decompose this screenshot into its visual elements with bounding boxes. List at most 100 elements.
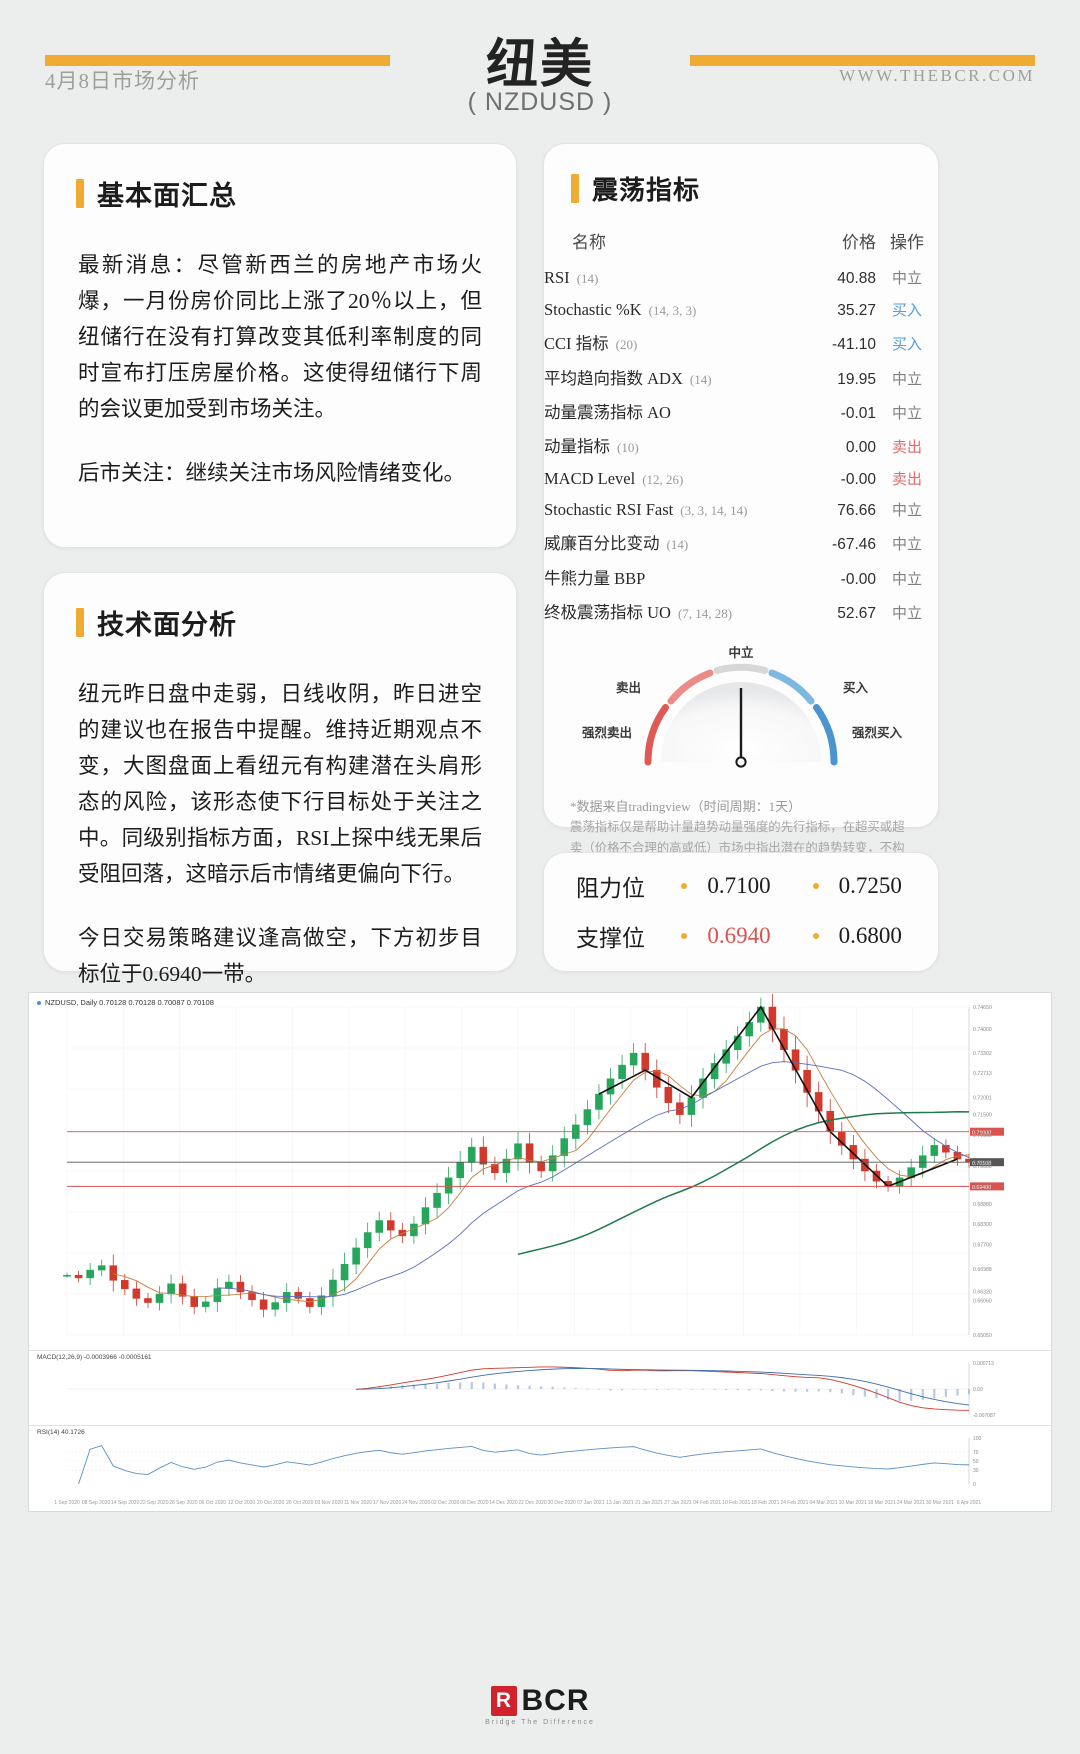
column-header-price: 价格 — [842, 233, 876, 253]
indicator-name: 平均趋向指数 ADX (14) — [544, 368, 712, 388]
svg-text:0.74650: 0.74650 — [973, 1005, 992, 1011]
logo-mark-icon: R — [490, 1686, 517, 1716]
svg-text:0.72001: 0.72001 — [973, 1096, 992, 1102]
svg-text:27 Jan 2021: 27 Jan 2021 — [664, 1500, 692, 1506]
indicator-name: RSI (14) — [544, 268, 599, 288]
rsi-svg: 100 70 50 30 0 — [67, 1436, 982, 1488]
indicator-value: 0.00 — [845, 439, 876, 457]
svg-text:06 Oct 2020: 06 Oct 2020 — [199, 1500, 226, 1506]
price-chart-panel[interactable]: NZDUSD, Daily 0.70128 0.70128 0.70087 0.… — [28, 992, 1053, 1512]
indicator-action-badge: 买入 — [891, 302, 922, 319]
gauge-label-strong-buy: 强烈买入 — [851, 726, 902, 741]
svg-text:0.71000: 0.71000 — [972, 1130, 991, 1136]
indicator-name: Stochastic RSI Fast (3, 3, 14, 14) — [544, 500, 748, 519]
technical-analysis-card: 技术面分析 纽元昨日盘中走弱，日线收阴，昨日进空的建议也在报告中提醒。维持近期观… — [43, 572, 517, 986]
indicator-value: 76.66 — [837, 502, 876, 519]
chart-rsi-pane[interactable]: RSI(14) 40.1726 100 70 50 30 0 — [29, 1425, 1053, 1491]
indicator-value: -41.10 — [832, 336, 876, 354]
svg-text:0.69400: 0.69400 — [973, 1184, 992, 1190]
svg-text:08 Sep 2020: 08 Sep 2020 — [82, 1500, 111, 1506]
svg-text:0.71500: 0.71500 — [973, 1113, 992, 1119]
header-website: WWW.THEBCR.COM — [839, 66, 1035, 85]
logo-tagline: Bridge The Difference — [485, 1719, 595, 1726]
support-value-2: 0.6800 — [838, 923, 902, 948]
oscillator-card-title: 震荡指标 — [571, 170, 938, 207]
fundamental-summary-card: 基本面汇总 最新消息：尽管新西兰的房地产市场火爆，一月份房价同比上涨了20％以上… — [43, 143, 517, 548]
title-accent-bar — [76, 179, 84, 208]
indicator-params: (14, 3, 3) — [648, 302, 697, 318]
title-accent-bar — [571, 174, 579, 203]
svg-text:30 Dec 2020: 30 Dec 2020 — [547, 1500, 576, 1506]
header-rule-left — [45, 55, 390, 66]
gauge-arc-strong-sell — [644, 704, 669, 766]
table-header-row: 名称 价格 操作 — [544, 223, 938, 262]
disclaimer-source: *数据来自tradingview（时间周期：1天） — [570, 799, 802, 815]
macd-header: MACD(12,26,9) -0.0003966 -0.0005161 — [37, 1354, 152, 1361]
svg-text:0.70108: 0.70108 — [972, 1161, 991, 1167]
indicator-action-badge: 中立 — [891, 405, 922, 422]
svg-text:0.70900: 0.70900 — [973, 1133, 992, 1139]
table-row: CCI 指标 (20) -41.10 买入 — [544, 325, 938, 359]
bullet-dot-icon — [681, 883, 688, 889]
indicator-params: (14) — [576, 271, 599, 287]
footer-logo: R BCR Bridge The Difference — [0, 1684, 1080, 1726]
page-subtitle: ( NZDUSD ) — [467, 88, 613, 116]
chart-macd-pane[interactable]: MACD(12,26,9) -0.0003966 -0.0005161 0.00… — [29, 1350, 1053, 1423]
indicator-value: 52.67 — [837, 605, 876, 623]
svg-text:08 Dec 2020: 08 Dec 2020 — [460, 1500, 489, 1506]
chart-main-pane[interactable]: 0.71000 0.70108 0.69400 0.74650 0.74000 0.733… — [29, 993, 1053, 1348]
technical-card-title: 技术面分析 — [76, 603, 516, 642]
svg-text:0.73302: 0.73302 — [973, 1051, 992, 1057]
table-row: Stochastic RSI Fast (3, 3, 14, 14) 76.66 中立 — [544, 494, 938, 525]
svg-text:07 Jan 2021: 07 Jan 2021 — [577, 1500, 605, 1506]
chart-x-axis: 1 Sep 2020 08 Sep 2020 14 Sep 2020 22 Sep 2… — [29, 1495, 1053, 1509]
indicator-action-badge: 中立 — [891, 271, 922, 288]
svg-text:0.000713: 0.000713 — [973, 1361, 994, 1367]
bullet-dot-icon — [681, 933, 688, 939]
svg-text:100: 100 — [973, 1436, 982, 1442]
svg-text:0.70108: 0.70108 — [973, 1160, 992, 1166]
gauge-label-buy: 买入 — [842, 681, 868, 696]
svg-text:0.71000: 0.71000 — [973, 1130, 992, 1136]
key-levels-card: 阻力位 0.7100 0.7250 支撑位 0.6940 0.6800 — [543, 852, 939, 972]
chart-symbol-dot-icon — [37, 1001, 41, 1005]
svg-text:0.65050: 0.65050 — [973, 1333, 992, 1339]
indicator-name: MACD Level (12, 26) — [544, 468, 684, 488]
fundamental-paragraph-1: 最新消息：尽管新西兰的房地产市场火爆，一月份房价同比上涨了20％以上，但纽储行在… — [78, 253, 482, 421]
fundamental-body: 最新消息：尽管新西兰的房地产市场火爆，一月份房价同比上涨了20％以上，但纽储行在… — [78, 247, 482, 491]
resistance-row: 阻力位 0.7100 0.7250 — [544, 861, 938, 911]
svg-text:20 Oct 2020: 20 Oct 2020 — [257, 1500, 284, 1506]
gauge-svg — [644, 664, 838, 768]
candlestick-svg: 0.71000 0.70108 0.69400 0.74650 0.74000 0.733… — [63, 994, 1004, 1339]
oscillator-disclaimer: *数据来自tradingview（时间周期：1天） 震荡指标仅是帮助计量趋势动量… — [570, 796, 912, 880]
indicator-name: 动量震荡指标 AO — [544, 402, 671, 422]
indicator-params: (10) — [617, 440, 639, 456]
table-row: 终极震荡指标 UO (7, 14, 28) 52.67 中立 — [544, 594, 938, 628]
technical-paragraph-1: 纽元昨日盘中走弱，日线收阴，昨日进空的建议也在报告中提醒。维持近期观点不变，大图… — [78, 682, 482, 886]
indicator-action-badge: 中立 — [891, 606, 922, 623]
bullet-dot-icon — [812, 883, 819, 889]
svg-text:0.66320: 0.66320 — [973, 1290, 992, 1296]
fundamental-paragraph-2: 后市关注：继续关注市场风险情绪变化。 — [78, 461, 466, 485]
gauge-label-sell: 卖出 — [616, 681, 642, 696]
indicator-value: 40.88 — [837, 270, 876, 288]
indicator-name: 终极震荡指标 UO (7, 14, 28) — [544, 603, 733, 623]
title-accent-bar — [76, 608, 84, 637]
svg-text:0.69400: 0.69400 — [972, 1185, 991, 1191]
indicator-value: 35.27 — [837, 301, 876, 319]
svg-text:0.66988: 0.66988 — [973, 1267, 992, 1273]
svg-text:0.67700: 0.67700 — [973, 1242, 992, 1248]
support-label: 支撑位 — [576, 926, 645, 951]
indicator-value: 19.95 — [837, 370, 876, 388]
svg-text:50: 50 — [973, 1459, 979, 1465]
indicator-value: -67.46 — [832, 536, 876, 554]
svg-text:17 Nov 2020: 17 Nov 2020 — [373, 1500, 402, 1506]
technical-paragraph-2: 今日交易策略建议逢高做空，下方初步目标位于0.6940一带。 — [78, 926, 482, 986]
fundamental-card-title: 基本面汇总 — [76, 174, 516, 213]
indicator-value: -0.01 — [840, 404, 876, 422]
indicator-params: (14) — [666, 537, 689, 553]
indicator-params: (20) — [615, 337, 638, 353]
sentiment-gauge: 中立 卖出 买入 强烈卖出 强烈买入 — [544, 642, 938, 782]
gauge-hub — [735, 756, 747, 768]
indicator-action-badge: 买入 — [891, 337, 922, 354]
